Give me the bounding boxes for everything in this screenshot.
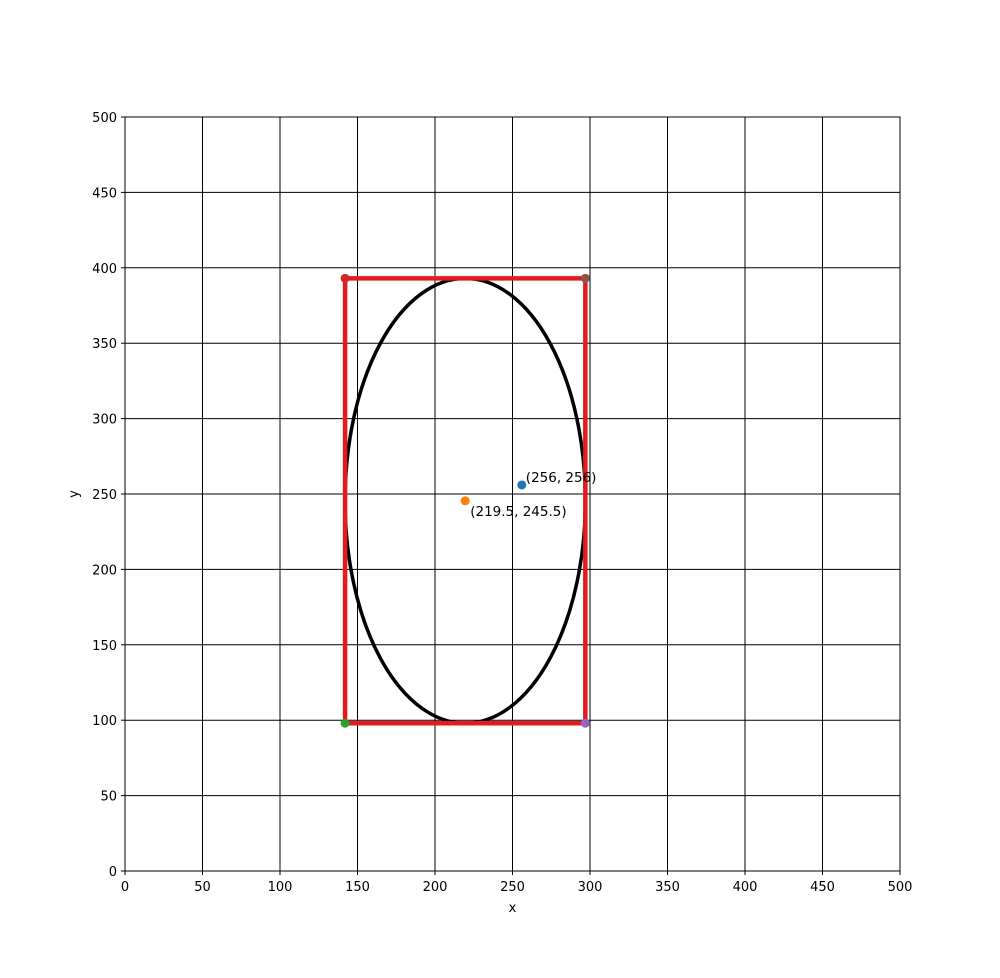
y-tick-label: 100: [92, 714, 117, 729]
y-tick-label: 500: [92, 111, 117, 126]
grid: [124, 116, 901, 872]
y-tick-label: 250: [92, 488, 117, 503]
x-tick-label: 0: [121, 880, 129, 895]
corner-points: [340, 273, 590, 728]
x-tick-label: 300: [578, 880, 603, 895]
y-tick-label: 300: [92, 413, 117, 428]
point-label: (256, 256): [526, 470, 597, 486]
y-axis-label: y: [67, 490, 82, 498]
x-tick-label: 100: [268, 880, 293, 895]
x-axis-ticks: 0 50 100 150 200 250 300 350 400 450 500: [121, 871, 913, 895]
x-tick-label: 400: [733, 880, 758, 895]
y-tick-label: 200: [92, 563, 117, 578]
corner-point: [580, 273, 590, 283]
corner-point: [340, 718, 350, 728]
y-tick-label: 350: [92, 337, 117, 352]
corner-point: [340, 273, 350, 283]
y-tick-label: 400: [92, 262, 117, 277]
data-point: [517, 480, 527, 490]
x-tick-label: 250: [500, 880, 525, 895]
x-tick-label: 500: [888, 880, 913, 895]
corner-point: [580, 718, 590, 728]
y-tick-label: 450: [92, 186, 117, 201]
x-tick-label: 200: [423, 880, 448, 895]
y-axis-ticks: 0 50 100 150 200 250 300 350 400 450 500: [92, 111, 125, 880]
point-label: (219.5, 245.5): [470, 504, 566, 520]
x-axis-label: x: [509, 901, 517, 916]
x-tick-label: 450: [810, 880, 835, 895]
x-tick-label: 350: [655, 880, 680, 895]
x-tick-label: 50: [194, 880, 211, 895]
y-tick-label: 50: [100, 790, 117, 805]
y-tick-label: 0: [109, 865, 117, 880]
data-point: [460, 496, 470, 506]
y-tick-label: 150: [92, 639, 117, 654]
x-tick-label: 150: [345, 880, 370, 895]
annotated-points: (256, 256) (219.5, 245.5): [460, 470, 597, 520]
